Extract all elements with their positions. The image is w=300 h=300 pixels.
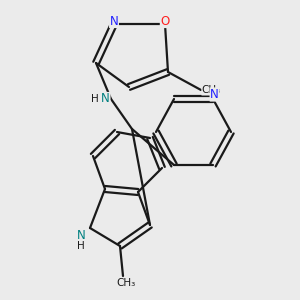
Text: H: H bbox=[77, 241, 85, 251]
Text: CH₃: CH₃ bbox=[202, 85, 221, 95]
Text: N: N bbox=[210, 88, 219, 101]
Text: N: N bbox=[101, 92, 110, 106]
Text: N: N bbox=[110, 14, 118, 28]
Text: CH₃: CH₃ bbox=[116, 278, 136, 289]
Text: O: O bbox=[160, 14, 169, 28]
Text: H: H bbox=[91, 94, 98, 104]
Text: N: N bbox=[76, 229, 85, 242]
